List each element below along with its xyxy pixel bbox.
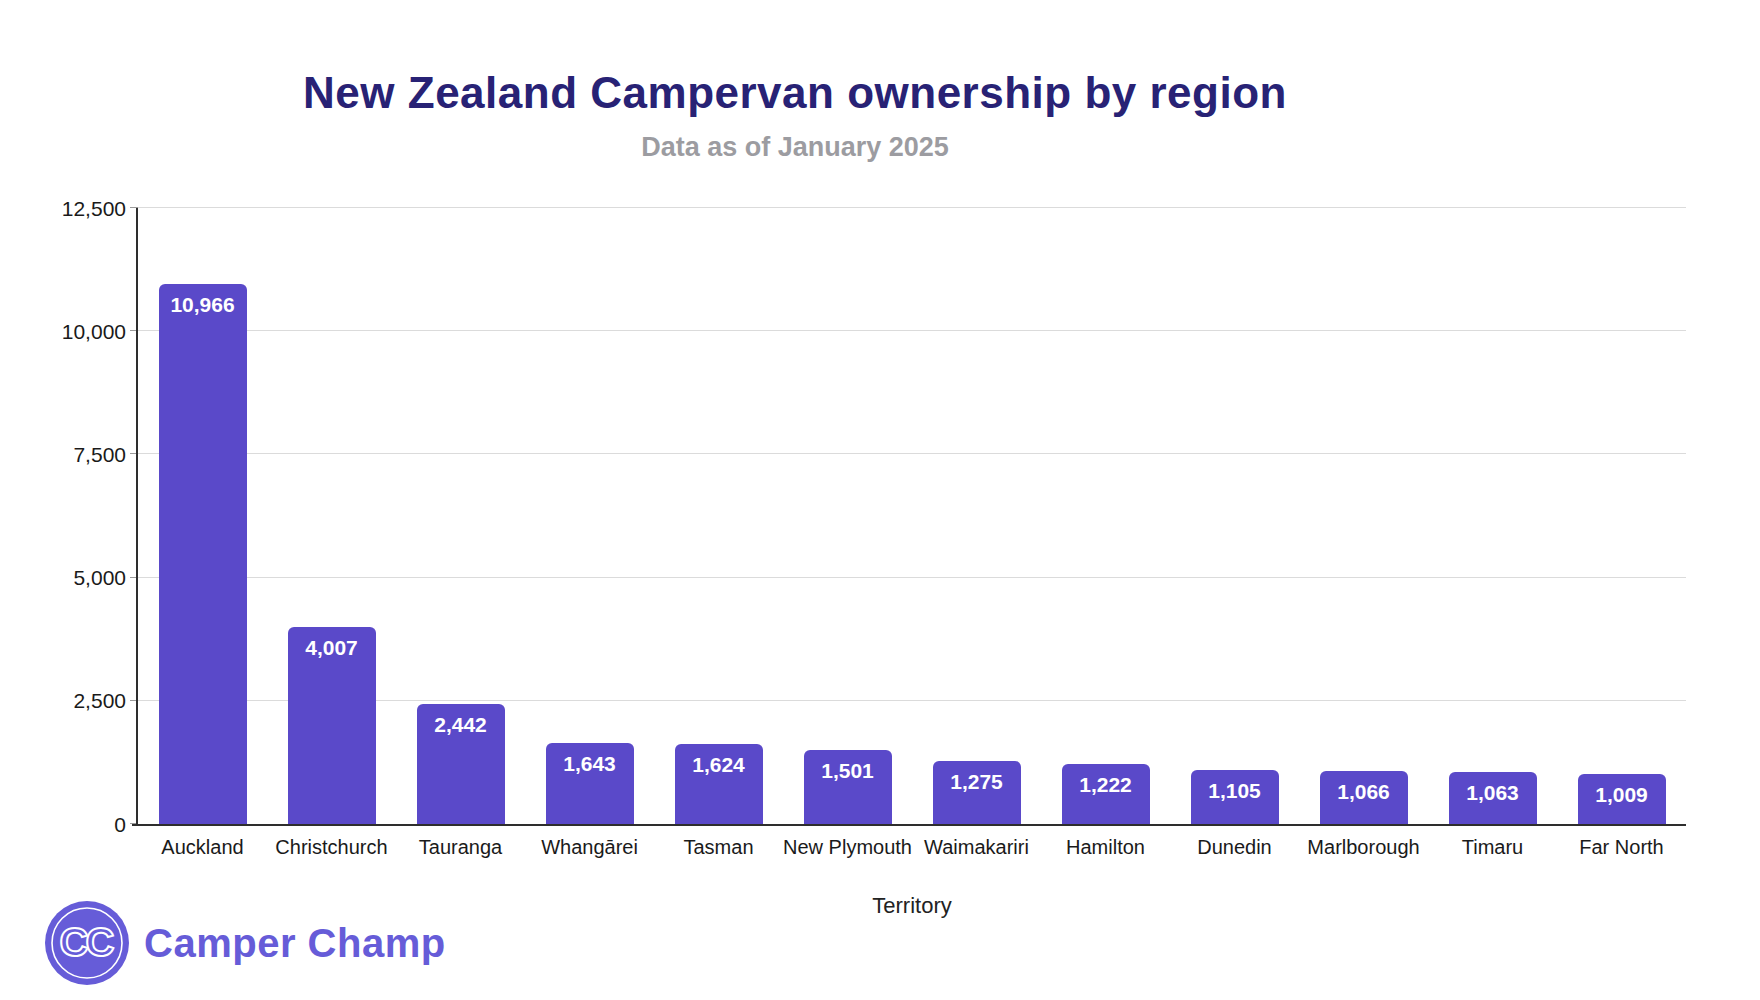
- bar: 1,105: [1191, 770, 1279, 824]
- bar-value-label: 1,643: [563, 752, 616, 824]
- y-tick-label: 12,500: [62, 197, 126, 221]
- brand-name: Camper Champ: [144, 921, 446, 966]
- bar-value-label: 1,275: [950, 770, 1003, 824]
- bar-value-label: 1,624: [692, 753, 745, 824]
- bar: 1,066: [1320, 771, 1408, 824]
- y-axis-line: [136, 208, 138, 824]
- y-tick-label: 2,500: [73, 689, 126, 713]
- bar: 1,624: [675, 744, 763, 824]
- bar-value-label: 1,066: [1337, 780, 1390, 824]
- bar-column: 1,105Dunedin: [1170, 208, 1299, 824]
- bar-value-label: 1,105: [1208, 779, 1261, 824]
- x-tick-label: Whangārei: [541, 836, 638, 859]
- bar-column: 1,643Whangārei: [525, 208, 654, 824]
- bar-value-label: 10,966: [170, 293, 234, 824]
- x-tick-label: New Plymouth: [783, 836, 912, 859]
- bar: 1,275: [933, 761, 1021, 824]
- bar-column: 1,624Tasman: [654, 208, 783, 824]
- bar: 1,063: [1449, 772, 1537, 824]
- bar: 2,442: [417, 704, 505, 824]
- y-tick-label: 0: [114, 813, 126, 837]
- bar: 1,222: [1062, 764, 1150, 824]
- x-tick-label: Far North: [1579, 836, 1663, 859]
- x-tick-label: Hamilton: [1066, 836, 1145, 859]
- bar-column: 2,442Tauranga: [396, 208, 525, 824]
- chart-title: New Zealand Campervan ownership by regio…: [0, 68, 1590, 118]
- bar-column: 1,275Waimakariri: [912, 208, 1041, 824]
- x-tick-label: Christchurch: [275, 836, 387, 859]
- bar-series: 10,966Auckland4,007Christchurch2,442Taur…: [138, 208, 1686, 824]
- svg-text:C: C: [60, 920, 89, 964]
- bar-column: 4,007Christchurch: [267, 208, 396, 824]
- brand-logo: C C Camper Champ: [44, 900, 446, 986]
- svg-text:C: C: [86, 920, 115, 964]
- bar: 4,007: [288, 627, 376, 824]
- bar-value-label: 1,222: [1079, 773, 1132, 824]
- chart-subtitle: Data as of January 2025: [0, 132, 1590, 163]
- bar-column: 1,501New Plymouth: [783, 208, 912, 824]
- bar-value-label: 1,009: [1595, 783, 1648, 824]
- bar: 10,966: [159, 284, 247, 824]
- bar-value-label: 1,063: [1466, 781, 1519, 824]
- camper-champ-logo-icon: C C: [44, 900, 130, 986]
- bar-value-label: 4,007: [305, 636, 358, 824]
- x-tick-label: Timaru: [1462, 836, 1523, 859]
- bar: 1,501: [804, 750, 892, 824]
- bar-column: 1,222Hamilton: [1041, 208, 1170, 824]
- x-tick-label: Dunedin: [1197, 836, 1272, 859]
- bar-value-label: 1,501: [821, 759, 874, 824]
- x-tick-label: Auckland: [161, 836, 243, 859]
- x-tick-label: Tasman: [683, 836, 753, 859]
- bar-column: 1,066Marlborough: [1299, 208, 1428, 824]
- x-tick-label: Waimakariri: [924, 836, 1029, 859]
- x-axis-line: [132, 824, 1686, 826]
- chart-page: New Zealand Campervan ownership by regio…: [0, 0, 1760, 1000]
- y-tick-label: 5,000: [73, 566, 126, 590]
- y-tick-label: 7,500: [73, 443, 126, 467]
- x-tick-label: Tauranga: [419, 836, 502, 859]
- plot-area: 12,50010,0007,5005,0002,5000 10,966Auckl…: [138, 208, 1686, 824]
- bar-column: 10,966Auckland: [138, 208, 267, 824]
- y-tick-label: 10,000: [62, 320, 126, 344]
- bar: 1,643: [546, 743, 634, 824]
- bar-column: 1,063Timaru: [1428, 208, 1557, 824]
- bar: 1,009: [1578, 774, 1666, 824]
- bar-value-label: 2,442: [434, 713, 487, 824]
- x-tick-label: Marlborough: [1307, 836, 1419, 859]
- bar-column: 1,009Far North: [1557, 208, 1686, 824]
